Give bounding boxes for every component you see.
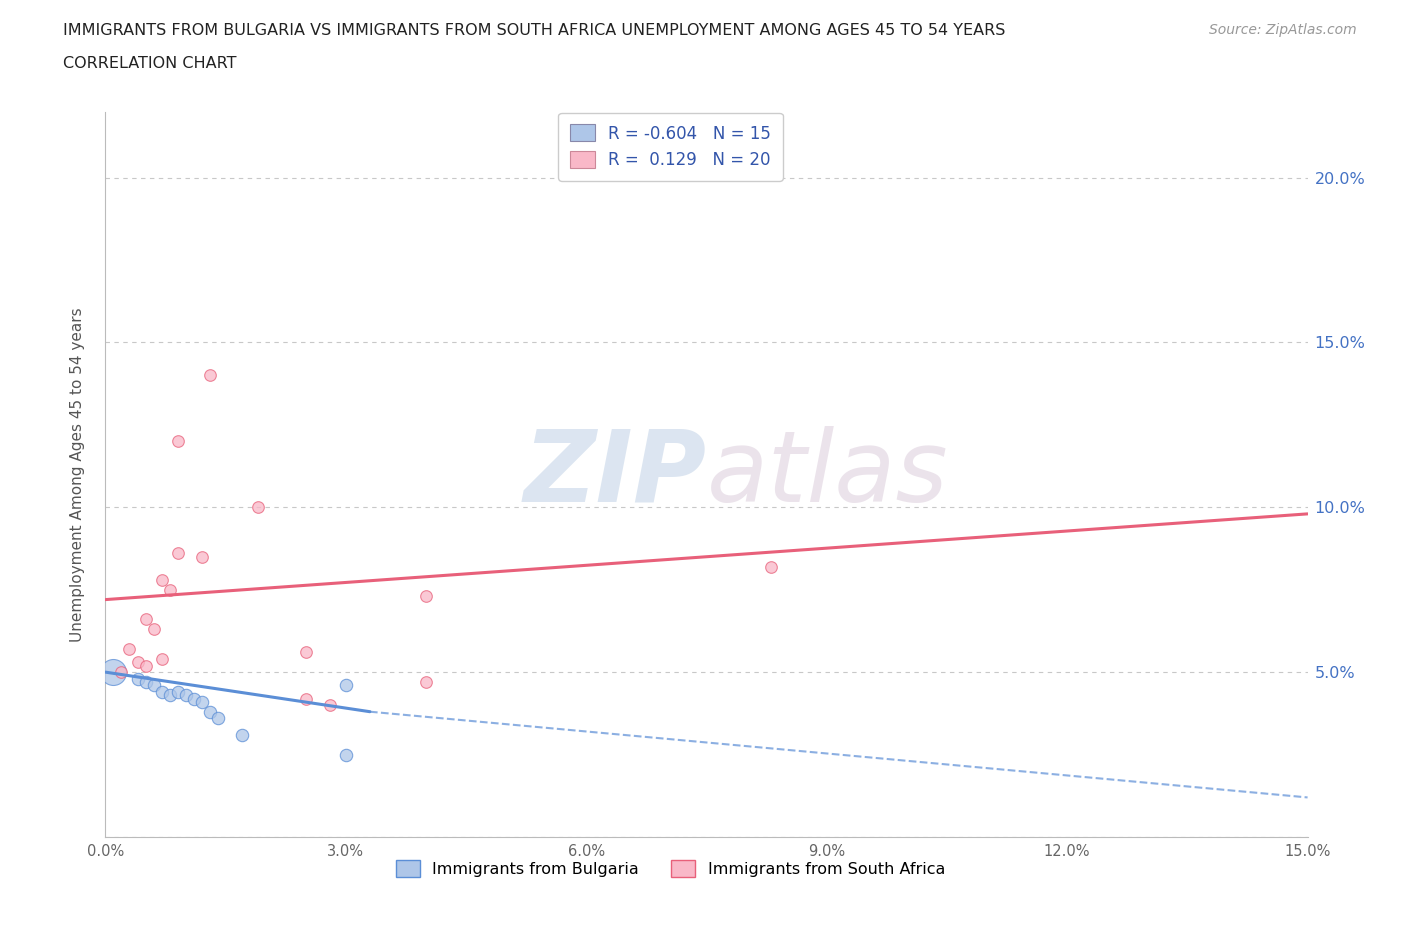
Point — [335, 747, 357, 762]
Point — [110, 665, 132, 680]
Text: CORRELATION CHART: CORRELATION CHART — [63, 56, 236, 71]
Point — [166, 546, 188, 561]
Point — [142, 622, 165, 637]
Point — [142, 678, 165, 693]
Point — [319, 698, 342, 712]
Point — [190, 695, 212, 710]
Point — [135, 612, 157, 627]
Point — [150, 652, 173, 667]
Point — [174, 688, 197, 703]
Point — [135, 658, 157, 673]
Point — [150, 684, 173, 699]
Point — [415, 674, 437, 689]
Text: atlas: atlas — [707, 426, 948, 523]
Text: IMMIGRANTS FROM BULGARIA VS IMMIGRANTS FROM SOUTH AFRICA UNEMPLOYMENT AMONG AGES: IMMIGRANTS FROM BULGARIA VS IMMIGRANTS F… — [63, 23, 1005, 38]
Point — [159, 688, 181, 703]
Point — [127, 655, 149, 670]
Point — [198, 368, 221, 383]
Point — [231, 727, 253, 742]
Point — [103, 665, 125, 680]
Point — [198, 704, 221, 719]
Point — [135, 674, 157, 689]
Point — [118, 642, 141, 657]
Point — [759, 559, 782, 574]
Legend: Immigrants from Bulgaria, Immigrants from South Africa: Immigrants from Bulgaria, Immigrants fro… — [389, 854, 952, 883]
Point — [166, 684, 188, 699]
Point — [150, 572, 173, 587]
Point — [415, 589, 437, 604]
Point — [159, 582, 181, 597]
Point — [127, 671, 149, 686]
Point — [335, 678, 357, 693]
Text: Source: ZipAtlas.com: Source: ZipAtlas.com — [1209, 23, 1357, 37]
Text: ZIP: ZIP — [523, 426, 707, 523]
Point — [190, 550, 212, 565]
Y-axis label: Unemployment Among Ages 45 to 54 years: Unemployment Among Ages 45 to 54 years — [70, 307, 84, 642]
Point — [207, 711, 229, 725]
Point — [295, 644, 318, 659]
Point — [246, 499, 269, 514]
Point — [166, 434, 188, 449]
Point — [183, 691, 205, 706]
Point — [295, 691, 318, 706]
